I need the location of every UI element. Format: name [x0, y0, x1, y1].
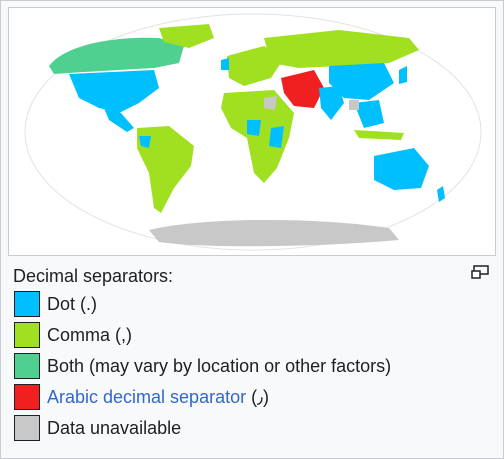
legend-swatch [14, 322, 40, 348]
region-indonesia [354, 130, 404, 140]
region-sa-dot [139, 136, 151, 148]
legend-swatch [14, 353, 40, 379]
legend-label: Dot (.) [47, 294, 98, 314]
region-nz [437, 186, 445, 202]
legend-swatch [14, 384, 40, 410]
region-russia [264, 30, 419, 68]
region-canada [49, 37, 184, 74]
arabic-separator-link[interactable]: Arabic decimal separator [47, 387, 247, 407]
region-africa-na [264, 96, 277, 110]
region-greenland [159, 24, 214, 48]
region-uk [221, 58, 229, 70]
region-sea-na [349, 100, 359, 110]
region-antarctica [149, 219, 399, 247]
region-sea [354, 100, 384, 128]
region-australia [374, 148, 429, 190]
region-china [329, 63, 394, 100]
region-central-america [104, 108, 134, 132]
region-east-africa-dot [269, 126, 284, 148]
map-image-link[interactable] [8, 7, 496, 256]
legend-swatch [14, 291, 40, 317]
legend-label: Data unavailable [47, 418, 182, 438]
caption-title: Decimal separators: [13, 266, 174, 286]
region-africa-dot [247, 120, 261, 136]
legend-label: Comma (,) [47, 325, 132, 345]
region-usa [69, 70, 159, 113]
region-south-america [137, 126, 194, 213]
region-india [319, 86, 344, 120]
enlarge-icon[interactable] [471, 265, 489, 279]
legend-label: Both (may vary by location or other fact… [47, 356, 392, 376]
region-africa [221, 90, 294, 183]
region-japan [399, 66, 407, 84]
world-map [24, 13, 482, 251]
legend-label-suffix: (٫) [246, 387, 269, 407]
region-middle-east [281, 70, 324, 108]
legend-label: Arabic decimal separator (٫) [47, 387, 269, 408]
legend-swatch [14, 415, 40, 441]
